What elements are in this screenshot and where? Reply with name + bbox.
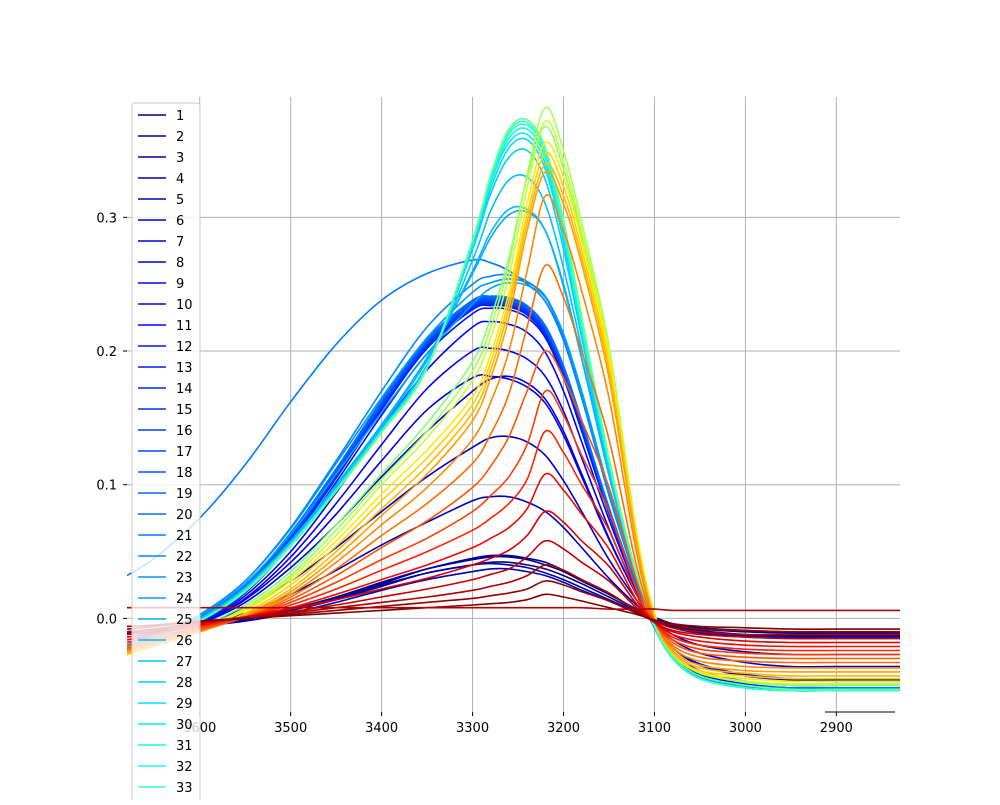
legend-label: 7 (176, 235, 184, 250)
extra-series-line (127, 539, 900, 640)
legend-label: 27 (176, 655, 193, 670)
y-tick-label: 0.3 (96, 211, 117, 226)
legend-label: 29 (176, 697, 193, 712)
legend-label: 19 (176, 487, 193, 502)
series-line-11 (127, 320, 900, 690)
legend-label: 17 (176, 445, 193, 460)
legend-label: 9 (176, 277, 184, 292)
legend-label: 4 (176, 172, 184, 187)
series-line-21 (127, 258, 900, 689)
series-line-17 (127, 298, 900, 689)
series-line-15 (127, 301, 900, 689)
x-tick-label: 3100 (638, 721, 671, 736)
y-tick-label: 0.2 (96, 345, 117, 360)
x-tick-label: 3000 (729, 721, 762, 736)
extra-series-line (127, 350, 900, 660)
legend-label: 26 (176, 634, 193, 649)
series-line-22 (127, 273, 900, 691)
y-tick-label: 0.1 (96, 479, 117, 494)
legend-label: 3 (176, 151, 184, 166)
series-line-8 (127, 375, 900, 681)
legend-label: 18 (176, 466, 193, 481)
legend-label: 21 (176, 529, 193, 544)
legend-label: 24 (176, 592, 193, 607)
legend-label: 28 (176, 676, 193, 691)
legend-label: 32 (176, 760, 193, 775)
legend-label: 6 (176, 214, 184, 229)
x-tick-label: 3200 (547, 721, 580, 736)
legend-label: 8 (176, 256, 184, 271)
extra-series-line (127, 162, 900, 677)
series-line-33 (127, 120, 900, 692)
legend-label: 14 (176, 382, 193, 397)
x-tick-label: 3500 (274, 721, 307, 736)
y-tick-label: 0.0 (96, 612, 117, 627)
legend-label: 5 (176, 193, 184, 208)
extra-series-line (127, 389, 900, 656)
extra-series-line (127, 472, 900, 648)
grid (127, 97, 900, 712)
legend-label: 33 (176, 781, 193, 796)
extra-series-line (127, 141, 900, 683)
extra-series-line (127, 151, 900, 680)
series-line-14 (127, 302, 900, 689)
legend-label: 31 (176, 739, 193, 754)
x-tick-label: 3400 (365, 721, 398, 736)
extra-series-line (127, 194, 900, 669)
legend-label: 13 (176, 361, 193, 376)
legend-label: 15 (176, 403, 193, 418)
legend-label: 12 (176, 340, 193, 355)
legend-label: 20 (176, 508, 193, 523)
extra-series-line (127, 117, 900, 691)
extra-series-line (127, 580, 900, 633)
extra-series-line (127, 606, 900, 612)
legend: 1234567891011121314151617181920212223242… (131, 102, 201, 805)
series-line-23 (127, 277, 900, 691)
extra-series-line (127, 593, 900, 630)
legend-label: 22 (176, 550, 193, 565)
legend-label: 11 (176, 319, 193, 334)
legend-label: 25 (176, 613, 193, 628)
legend-label: 23 (176, 571, 193, 586)
extra-series-line (127, 563, 900, 636)
legend-box (131, 102, 201, 805)
extra-series-line (127, 429, 900, 652)
series-lines (127, 106, 900, 692)
extra-series-line (127, 170, 900, 673)
extra-series-line (127, 264, 900, 664)
legend-label: 10 (176, 298, 193, 313)
series-line-13 (127, 304, 900, 689)
legend-label: 30 (176, 718, 193, 733)
x-tick-label: 3300 (456, 721, 489, 736)
extra-series-line (127, 510, 900, 644)
legend-label: 2 (176, 130, 184, 145)
extra-series-line (127, 119, 900, 685)
x-tick-label: 2900 (820, 721, 853, 736)
axes: 360035003400330032003100300029000.00.10.… (96, 211, 895, 736)
legend-label: 16 (176, 424, 193, 439)
legend-label: 1 (176, 109, 184, 124)
series-line-16 (127, 300, 900, 689)
